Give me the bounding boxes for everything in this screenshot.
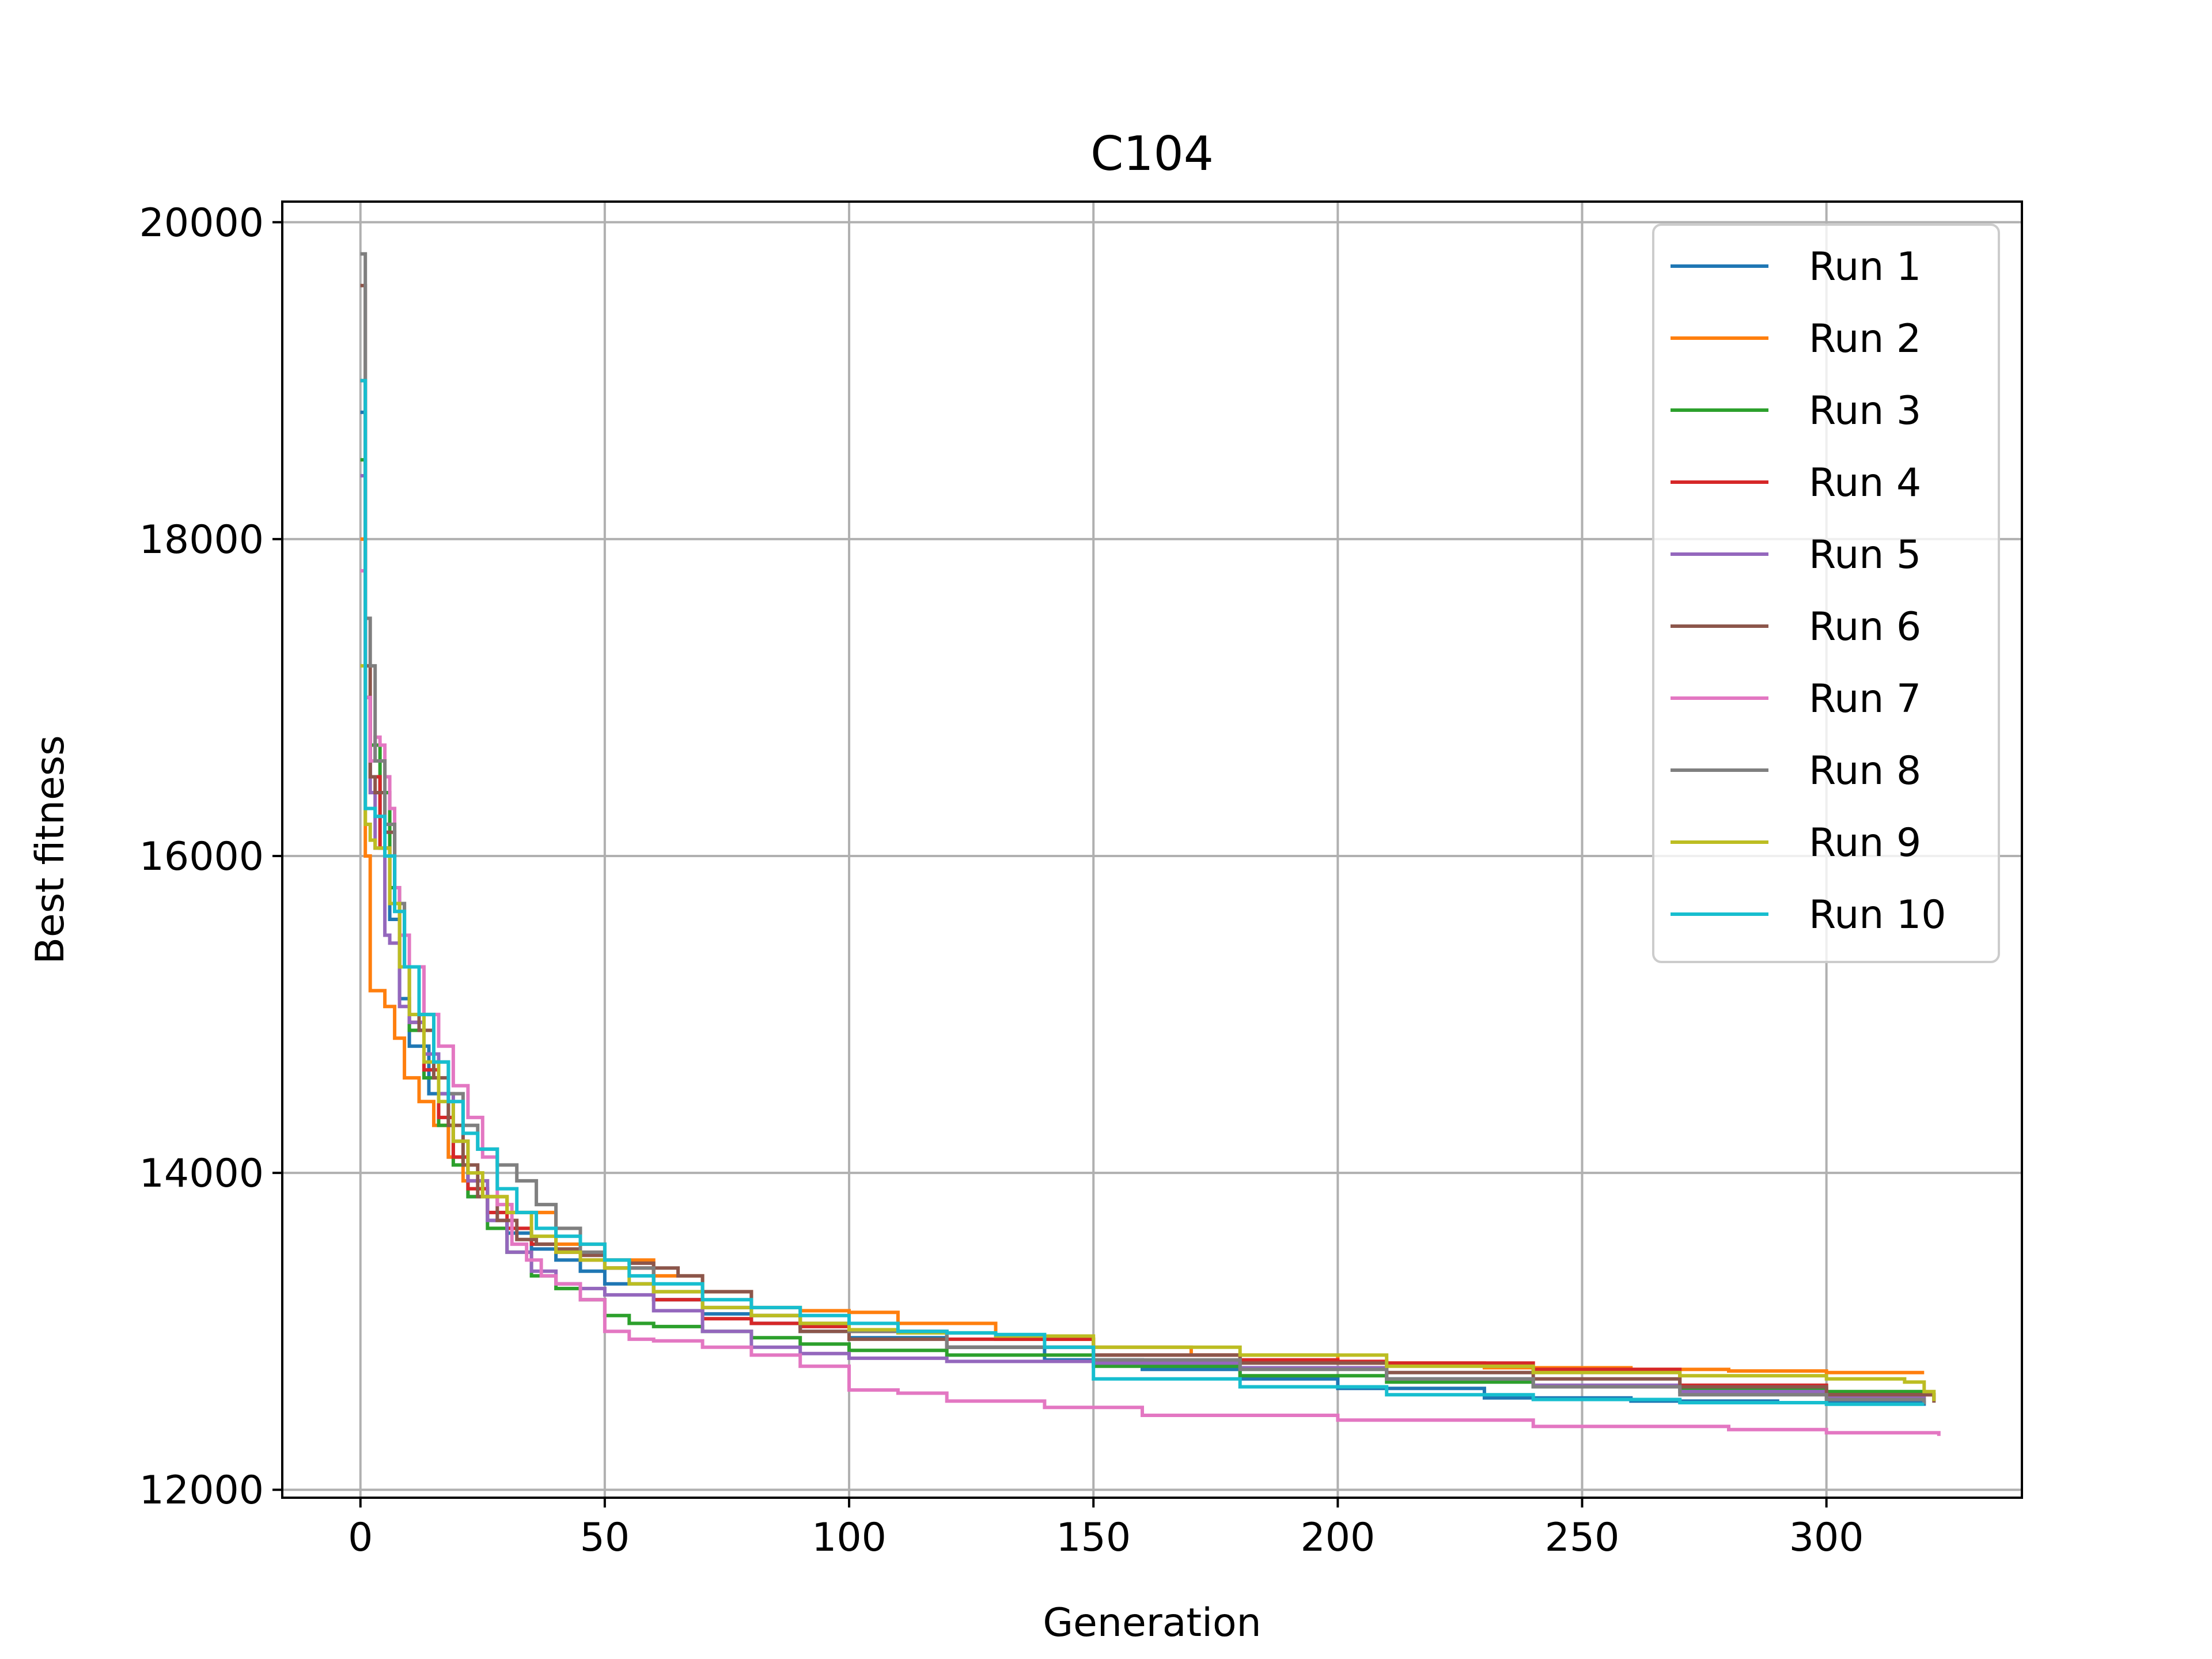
legend-label: Run 4: [1809, 460, 1921, 506]
y-tick-label: 18000: [139, 517, 264, 563]
x-tick-label: 200: [1300, 1515, 1375, 1560]
legend-label: Run 5: [1809, 532, 1921, 578]
y-tick-label: 12000: [139, 1468, 264, 1513]
chart-title: C104: [1090, 127, 1214, 181]
legend-label: Run 6: [1809, 604, 1921, 650]
x-tick-label: 250: [1545, 1515, 1620, 1560]
legend-label: Run 9: [1809, 820, 1921, 866]
series-line-run-9: [360, 664, 1936, 1402]
x-axis-title: Generation: [1043, 1600, 1261, 1646]
legend-label: Run 3: [1809, 388, 1921, 434]
x-tick-label: 150: [1056, 1515, 1131, 1560]
legend-label: Run 2: [1809, 316, 1921, 362]
y-axis-title: Best fitness: [28, 735, 73, 964]
legend-label: Run 10: [1809, 892, 1946, 938]
y-tick-label: 20000: [139, 200, 264, 246]
x-tick-label: 50: [580, 1515, 630, 1560]
series-line-run-7: [360, 569, 1941, 1436]
plot-frame: [281, 200, 2023, 1499]
x-tick-label: 0: [348, 1515, 373, 1560]
series-line-run-10: [360, 378, 1925, 1406]
series-lines: [360, 252, 1941, 1436]
axis-ticks: 0 50 100 150 200 250 300 12000 14000 16000 18000 20…: [139, 200, 1864, 1560]
legend-label: Run 8: [1809, 748, 1921, 794]
x-tick-label: 300: [1789, 1515, 1864, 1560]
legend-label: Run 7: [1809, 676, 1921, 722]
y-tick-label: 14000: [139, 1151, 264, 1196]
x-tick-label: 100: [812, 1515, 887, 1560]
legend: Run 1 Run 2 Run 3 Run 4 Run 5 Run 6 Run 7 Run 8…: [1652, 224, 2000, 963]
y-tick-label: 16000: [139, 834, 264, 880]
legend-label: Run 1: [1809, 244, 1921, 290]
